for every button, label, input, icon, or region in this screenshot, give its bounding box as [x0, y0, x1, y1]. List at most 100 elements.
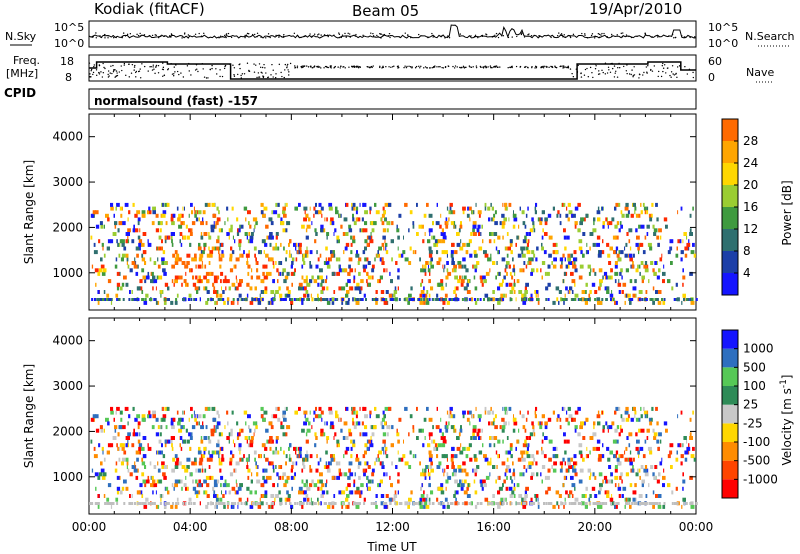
- power-cell: [386, 221, 391, 226]
- power-cell: [155, 213, 159, 218]
- power-cell: [95, 210, 99, 215]
- power-cell: [614, 300, 616, 305]
- nave-point: [233, 74, 235, 76]
- velocity-cell: [331, 501, 335, 506]
- nsearch-point: [444, 37, 446, 39]
- ground-scatter-cell: [605, 502, 608, 505]
- power-cell: [646, 224, 650, 229]
- velocity-cell: [386, 432, 389, 437]
- velocity-cell: [563, 439, 567, 444]
- velocity-cell: [555, 490, 560, 495]
- velocity-cell: [576, 461, 578, 466]
- power-cell: [185, 271, 187, 276]
- velocity-cell: [321, 490, 326, 495]
- power-cell: [218, 257, 223, 262]
- power-cell: [141, 210, 146, 215]
- ground-scatter-cell: [523, 298, 526, 301]
- power-cell: [352, 239, 356, 244]
- power-cell: [196, 290, 199, 294]
- ground-scatter-cell: [188, 502, 190, 505]
- velocity-cell: [533, 432, 536, 437]
- power-cell: [305, 275, 308, 280]
- power-cell: [597, 300, 600, 305]
- power-cell: [183, 206, 185, 211]
- power-cell: [95, 224, 100, 229]
- ground-scatter-cell: [342, 502, 344, 505]
- power-cell: [188, 213, 190, 218]
- ground-scatter-cell: [291, 298, 294, 301]
- velocity-cell: [444, 425, 448, 430]
- power-cell: [248, 221, 250, 226]
- velocity-cell: [408, 432, 410, 437]
- velocity-cell: [326, 439, 328, 444]
- power-cell: [139, 228, 141, 233]
- power-cell: [355, 253, 360, 258]
- velocity-cell: [580, 454, 583, 459]
- nave-point: [98, 64, 101, 67]
- ground-scatter-cell: [314, 298, 317, 301]
- velocity-cell: [625, 497, 628, 502]
- nsearch-point: [218, 37, 220, 39]
- ground-scatter-cell: [334, 502, 337, 505]
- velocity-cell: [280, 446, 282, 451]
- power-cell: [477, 210, 482, 215]
- velocity-cell: [314, 414, 319, 419]
- ground-scatter-cell: [110, 502, 113, 505]
- nave-point: [429, 67, 431, 69]
- power-cell: [91, 264, 94, 269]
- power-cell: [644, 235, 647, 240]
- velocity-cell: [634, 483, 637, 488]
- ground-scatter-cell: [428, 298, 431, 301]
- power-cell: [542, 228, 544, 233]
- power-cell: [114, 264, 118, 269]
- power-cell: [638, 213, 641, 218]
- power-cell: [249, 286, 253, 291]
- power-cell: [294, 268, 296, 273]
- velocity-cell: [343, 454, 345, 459]
- power-cell: [355, 300, 360, 305]
- power-cell: [496, 261, 498, 265]
- velocity-cell: [95, 428, 100, 433]
- power-cell: [682, 239, 684, 244]
- velocity-cell: [593, 425, 595, 430]
- power-cell: [419, 300, 424, 305]
- velocity-cell: [395, 465, 398, 469]
- velocity-cell: [328, 461, 330, 466]
- velocity-cell: [667, 483, 671, 488]
- nave-point: [113, 69, 115, 72]
- freq-tick-high: 18: [60, 55, 74, 68]
- power-cell: [282, 268, 286, 273]
- power-cell: [658, 228, 662, 233]
- velocity-cell: [548, 439, 553, 444]
- nave-point: [599, 73, 601, 75]
- power-cell: [618, 290, 621, 294]
- power-cell: [269, 235, 273, 240]
- power-cell: [351, 206, 354, 211]
- power-cell: [541, 235, 544, 240]
- ground-scatter-cell: [128, 298, 131, 301]
- nave-point: [431, 67, 433, 69]
- power-cell: [346, 290, 350, 294]
- nsearch-point: [433, 35, 435, 38]
- ground-scatter-cell: [497, 502, 500, 505]
- power-cell: [203, 242, 207, 247]
- nave-point: [515, 65, 518, 68]
- velocity-cell: [429, 475, 431, 480]
- velocity-cell: [656, 479, 660, 484]
- nsearch-point: [611, 35, 613, 37]
- power-cell: [473, 250, 477, 255]
- velocity-cell: [522, 450, 526, 455]
- power-cell: [200, 235, 204, 240]
- velocity-cell: [513, 421, 518, 426]
- power-cell: [356, 250, 358, 255]
- velocity-cell: [474, 457, 477, 462]
- power-cell: [592, 242, 596, 247]
- power-cell: [153, 261, 157, 265]
- power-cell: [282, 228, 287, 233]
- power-cell: [564, 257, 566, 262]
- ground-scatter-cell: [571, 502, 573, 505]
- velocity-cell: [321, 483, 325, 488]
- nave-point: [115, 70, 118, 72]
- power-cell: [602, 239, 604, 244]
- velocity-cell: [354, 490, 359, 495]
